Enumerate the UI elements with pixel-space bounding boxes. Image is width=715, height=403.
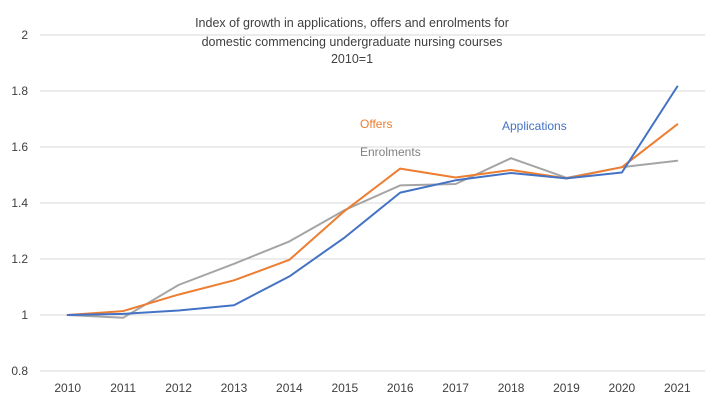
x-tick-label: 2017 [442,381,469,395]
chart-title: Index of growth in applications, offers … [195,16,509,66]
x-tick-label: 2014 [276,381,303,395]
gridlines [40,34,705,372]
series-label-enrolments: Enrolments [360,145,421,159]
y-tick-label: 1.4 [11,196,28,210]
series-line-applications [66,85,679,316]
series-lines [66,85,679,319]
x-tick-label: 2019 [553,381,580,395]
y-tick-label: 2 [21,28,28,42]
y-tick-label: 1.2 [11,252,28,266]
y-tick-label: 1.6 [11,140,28,154]
chart-title-line-2: domestic commencing undergraduate nursin… [202,35,503,49]
x-tick-label: 2018 [498,381,525,395]
x-tick-label: 2015 [331,381,358,395]
y-axis-ticks: 0.8 1 1.2 1.4 1.6 1.8 2 [11,28,28,378]
series-label-offers: Offers [360,117,392,131]
x-tick-label: 2011 [110,381,136,395]
x-axis-ticks: 2010 2011 2012 2013 2014 2015 2016 2017 2018 2019… [54,381,691,395]
chart-title-line-1: Index of growth in applications, offers … [195,16,509,30]
x-tick-label: 2020 [609,381,636,395]
y-tick-label: 0.8 [11,364,28,378]
x-tick-label: 2012 [165,381,192,395]
x-tick-label: 2016 [387,381,414,395]
y-tick-label: 1.8 [11,84,28,98]
series-labels: Offers Applications Enrolments [360,117,567,159]
x-tick-label: 2013 [221,381,248,395]
x-tick-label: 2010 [54,381,81,395]
x-tick-label: 2021 [664,381,691,395]
chart-title-line-3: 2010=1 [331,52,373,66]
y-tick-label: 1 [21,308,28,322]
series-label-applications: Applications [502,119,567,133]
